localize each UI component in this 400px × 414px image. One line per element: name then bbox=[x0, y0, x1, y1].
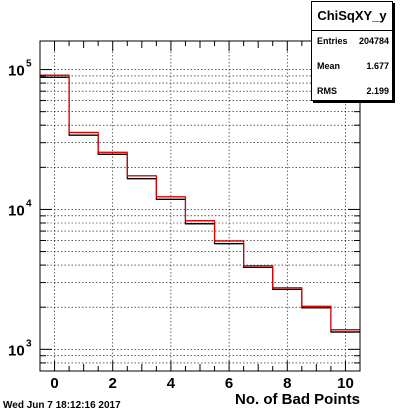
stats-row-mean: Mean 1.677 bbox=[317, 61, 389, 71]
mean-label: Mean bbox=[317, 61, 341, 71]
entries-label: Entries bbox=[317, 36, 348, 46]
y-tick-label-exponent: 3 bbox=[26, 338, 32, 349]
y-tick-label-exponent: 5 bbox=[26, 59, 32, 70]
y-tick-label: 10 bbox=[8, 342, 25, 359]
x-tick-label: 2 bbox=[109, 375, 117, 392]
x-tick-label: 10 bbox=[337, 375, 354, 392]
stats-title: ChiSqXY_y bbox=[312, 2, 392, 31]
x-tick-label: 0 bbox=[50, 375, 58, 392]
stats-row-entries: Entries 204784 bbox=[317, 36, 389, 46]
y-tick-label: 10 bbox=[8, 63, 25, 80]
histogram-step-line bbox=[40, 74, 360, 331]
x-tick-label: 6 bbox=[225, 375, 233, 392]
x-tick-label: 8 bbox=[283, 375, 291, 392]
histogram-step-line bbox=[40, 76, 360, 333]
histogram-series bbox=[40, 74, 360, 333]
rms-label: RMS bbox=[317, 86, 337, 96]
y-tick-label-exponent: 4 bbox=[26, 198, 32, 209]
y-tick-label: 10 bbox=[8, 202, 25, 219]
entries-value: 204784 bbox=[358, 36, 389, 46]
x-axis-title: No. of Bad Points bbox=[235, 391, 360, 408]
mean-value: 1.677 bbox=[366, 61, 389, 71]
stats-box: ChiSqXY_y Entries 204784 Mean 1.677 RMS … bbox=[311, 1, 393, 101]
grid bbox=[40, 41, 360, 372]
rms-value: 2.199 bbox=[366, 86, 389, 96]
x-tick-label: 4 bbox=[167, 375, 176, 392]
timestamp: Wed Jun 7 18:12:16 2017 bbox=[3, 400, 121, 411]
stats-row-rms: RMS 2.199 bbox=[317, 86, 389, 96]
